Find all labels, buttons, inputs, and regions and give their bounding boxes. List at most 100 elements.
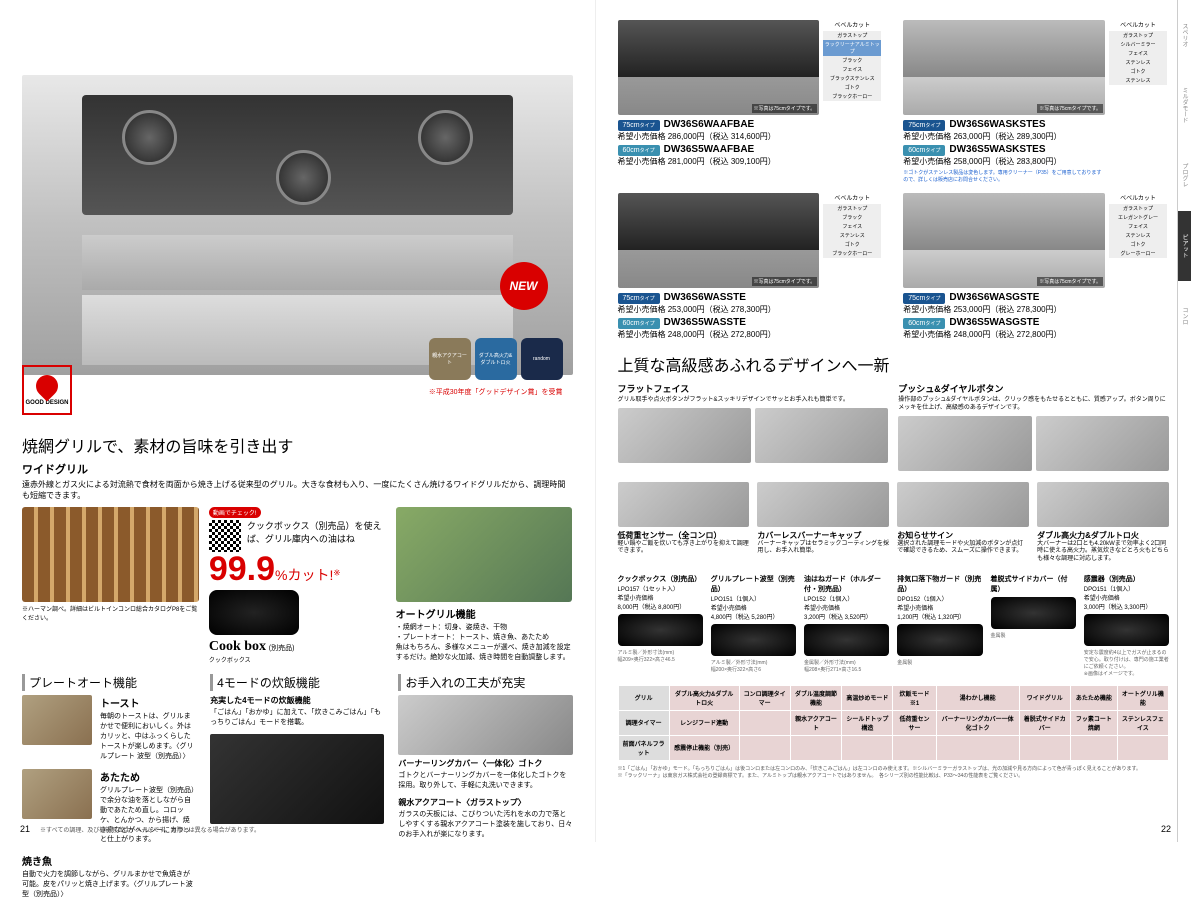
page-left: pipiattoatto ピアット スッキリとした印象のフェイスデザイン。 グリ… bbox=[0, 0, 596, 842]
spec-cell: ダブル温度調節機能 bbox=[790, 685, 841, 710]
size-chip: 60cmタイプ bbox=[903, 318, 945, 329]
side-tab[interactable]: ピアット bbox=[1177, 211, 1191, 281]
model-number: DW36S5WASGSTE bbox=[949, 317, 1039, 328]
swatch-label: ブラックホーロー bbox=[823, 249, 881, 258]
right-footnote-1: ※1「ごはん」「おかゆ」モード。「もっちりごはん」は後コンロまたは左コンロのみ、… bbox=[618, 765, 1170, 772]
side-tab[interactable]: ミルダモード bbox=[1177, 70, 1191, 140]
side-tab[interactable] bbox=[1177, 702, 1191, 772]
swatch-label: グレーホーロー bbox=[1109, 249, 1167, 258]
swatch-label: シルバーミラー bbox=[1109, 40, 1167, 49]
accessories-row: クックボックス（別売品） LPO157（1セット入） 希望小売価格 8,000円… bbox=[618, 574, 1170, 677]
product-variant: 75cmタイプDW36S6WAAFBAE希望小売価格 286,000円（税込 3… bbox=[618, 119, 820, 142]
flat-face-image bbox=[618, 408, 751, 463]
swatch-label: フェイス bbox=[1109, 49, 1167, 58]
side-tab[interactable] bbox=[1177, 772, 1191, 842]
spec-cell: レンジフード連動 bbox=[669, 710, 739, 735]
design-section-title: 上質な高級感あふれるデザインへ一新 bbox=[618, 352, 1170, 376]
side-tab[interactable]: スペリオ bbox=[1177, 0, 1191, 70]
swatch-label: ゴトク bbox=[823, 83, 881, 92]
size-chip: 60cmタイプ bbox=[903, 145, 945, 156]
push-dial-image-2 bbox=[1036, 416, 1169, 471]
spec-cell: 高温炒めモード bbox=[842, 685, 893, 710]
size-chip: 60cmタイプ bbox=[618, 145, 660, 156]
swatch-list: ベベルカットガラストップラックリーナアルミトップブラックフェイスブラックステンレ… bbox=[823, 20, 881, 101]
model-number: DW36S6WASGSTE bbox=[949, 292, 1039, 303]
qr-code bbox=[209, 520, 241, 552]
spec-row-label: グリル bbox=[618, 685, 669, 710]
sensor-image bbox=[1037, 482, 1169, 527]
swatch-label: ブラックホーロー bbox=[823, 92, 881, 101]
cookbox-image bbox=[209, 590, 299, 635]
accessory-item: クックボックス（別売品） LPO157（1セット入） 希望小売価格 8,000円… bbox=[618, 574, 703, 677]
price: 希望小売価格 286,000円（税込 314,600円） bbox=[618, 131, 820, 142]
spec-cell: コンロ調理タイマー bbox=[739, 685, 790, 710]
size-chip: 75cmタイプ bbox=[903, 293, 945, 304]
price: 希望小売価格 248,000円（税込 272,800円） bbox=[903, 329, 1105, 340]
spec-cell: バーナーリングカバー一体化ゴトク bbox=[936, 710, 1019, 735]
sensor-feature: ダブル高火力&ダブルトロ火 大バーナーは2口とも4.20kWまで効率よく2口同時… bbox=[1037, 482, 1169, 564]
swatch-label: ガラストップ bbox=[1109, 204, 1167, 213]
hero: pipiattoatto ピアット スッキリとした印象のフェイスデザイン。 グリ… bbox=[22, 75, 573, 425]
side-tab[interactable]: コンロ bbox=[1177, 281, 1191, 351]
side-tab[interactable] bbox=[1177, 491, 1191, 561]
product-variant: 60cmタイプDW36S5WASSTE希望小売価格 248,000円（税込 27… bbox=[618, 317, 820, 340]
swatch-label: フェイス bbox=[823, 65, 881, 74]
feature-badge: random bbox=[521, 338, 563, 380]
plate-item-image bbox=[22, 695, 92, 745]
spec-cell: 湯わかし機能 bbox=[936, 685, 1019, 710]
swatch-label: ブラック bbox=[823, 213, 881, 222]
spec-cell: 感震停止機能（別売） bbox=[669, 735, 739, 760]
swatch-label: ステンレス bbox=[823, 231, 881, 240]
product-variant: 60cmタイプ DW36S5WASGSTE希望小売価格 248,000円（税込 2… bbox=[903, 317, 1105, 340]
page-right: ※写真は75cmタイプです。 ベベルカットガラストップラックリーナアルミトップブ… bbox=[596, 0, 1191, 842]
sensor-row: 低荷重センサー（全コンロ） 軽い鍋やご飯を炊いても浮き上がりを抑えて調理できます… bbox=[618, 482, 1170, 564]
push-dial-image bbox=[898, 416, 1031, 471]
accessory-image bbox=[711, 624, 796, 656]
spec-cell bbox=[790, 735, 841, 760]
spec-cell: ダブル高火力&ダブルトロ火 bbox=[669, 685, 739, 710]
plate-item-image bbox=[22, 769, 92, 819]
accessory-item: 感震器（別売品） DPO151（1個入） 希望小売価格 3,000円（税込 3,… bbox=[1084, 574, 1169, 677]
side-tab[interactable] bbox=[1177, 561, 1191, 631]
product-grid: ※写真は75cmタイプです。 ベベルカットガラストップラックリーナアルミトップブ… bbox=[618, 20, 1170, 340]
sensor-feature: カバーレスバーナーキャップ バーナーキャップはセラミックコーティングを採用し、お… bbox=[757, 482, 889, 564]
swatch-label: ガラストップ bbox=[823, 31, 881, 40]
accessory-image bbox=[991, 597, 1076, 629]
spec-cell: フッ素コート焼網 bbox=[1070, 710, 1117, 735]
swatch-label: ステンレス bbox=[1109, 76, 1167, 85]
spec-cell bbox=[739, 710, 790, 735]
price: 希望小売価格 281,000円（税込 309,100円） bbox=[618, 156, 820, 167]
accessory-item: 油はねガード（ホルダー付・別売品） LPO152（1個入） 希望小売価格 3,2… bbox=[804, 574, 889, 677]
swatch-label: フェイス bbox=[823, 222, 881, 231]
accessory-item: グリルプレート波型（別売品） LPO151（1個入） 希望小売価格 4,800円… bbox=[711, 574, 796, 677]
spec-cell: ステンレスフェイス bbox=[1117, 710, 1168, 735]
spec-cell: ワイドグリル bbox=[1019, 685, 1070, 710]
spec-cell bbox=[842, 735, 893, 760]
product-variant: 60cmタイプDW36S5WAAFBAE希望小売価格 281,000円（税込 3… bbox=[618, 144, 820, 167]
spec-cell: 炊飯モード※1 bbox=[893, 685, 936, 710]
swatch-label: ゴトク bbox=[1109, 240, 1167, 249]
swatch-label: ゴトク bbox=[1109, 67, 1167, 76]
hero-product-image: NEW bbox=[22, 75, 573, 375]
swatch-label: ガラストップ bbox=[1109, 31, 1167, 40]
plate-auto-title: プレートオート機能 bbox=[22, 674, 196, 691]
spec-row-label: 前面パネルフラット bbox=[618, 735, 669, 760]
page-number-right: 22 bbox=[1161, 824, 1171, 834]
sensor-feature: 低荷重センサー（全コンロ） 軽い鍋やご飯を炊いても浮き上がりを抑えて調理できます… bbox=[618, 482, 750, 564]
swatch-list: ベベルカットガラストップシルバーミラーフェイスステンレスゴトクステンレス bbox=[1109, 20, 1167, 85]
side-tab[interactable] bbox=[1177, 632, 1191, 702]
product-note: ※ゴトクがステンレス製品は変色します。専用クリーナー（P35）をご用意しておりま… bbox=[903, 169, 1105, 183]
side-tab[interactable] bbox=[1177, 421, 1191, 491]
product-image: ※写真は75cmタイプです。 ベベルカットガラストップシルバーミラーフェイスステ… bbox=[903, 20, 1105, 115]
model-number: DW36S6WAAFBAE bbox=[664, 119, 755, 130]
spec-cell bbox=[893, 735, 936, 760]
grill-image bbox=[22, 507, 199, 602]
side-tab[interactable] bbox=[1177, 351, 1191, 421]
swatch-label: ラックリーナアルミトップ bbox=[823, 40, 881, 56]
spec-cell bbox=[1070, 735, 1117, 760]
sensor-image bbox=[757, 482, 889, 527]
side-tab[interactable]: プログレ bbox=[1177, 140, 1191, 210]
product-card: ※写真は75cmタイプです。 ベベルカットガラストップブラックフェイスステンレス… bbox=[618, 193, 884, 340]
product-image: ※写真は75cmタイプです。 ベベルカットガラストップブラックフェイスステンレス… bbox=[618, 193, 820, 288]
spec-cell: あたため機能 bbox=[1070, 685, 1117, 710]
